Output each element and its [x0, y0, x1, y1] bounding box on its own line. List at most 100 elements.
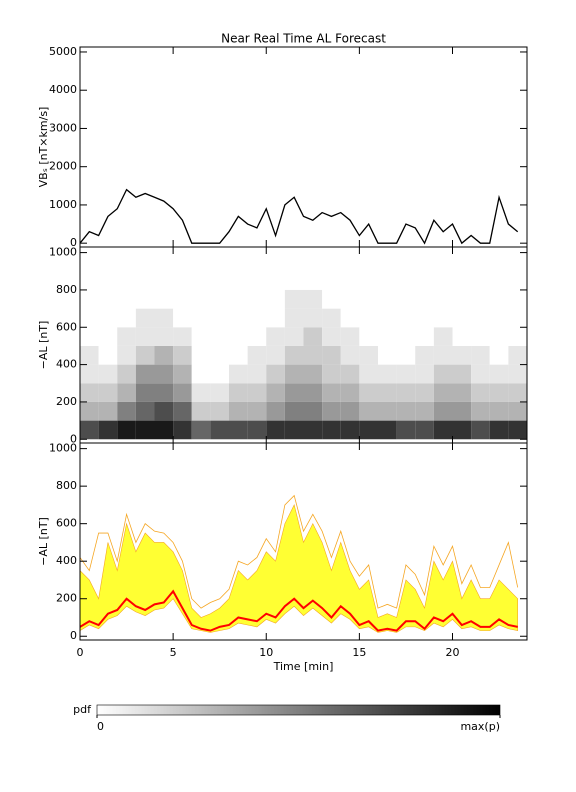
heat-cell	[191, 364, 211, 384]
heat-cell	[396, 308, 416, 328]
heat-cell	[508, 345, 527, 365]
heat-cell	[489, 327, 509, 346]
heat-cell	[452, 308, 472, 328]
y-tick-label: 1000	[49, 246, 77, 259]
heat-cell	[508, 364, 527, 384]
heat-cell	[508, 383, 527, 402]
heat-cell	[210, 308, 229, 328]
heat-cell	[359, 327, 378, 346]
plot-area	[80, 494, 519, 633]
heat-cell	[452, 327, 472, 346]
heat-cell	[284, 289, 304, 309]
heat-cell	[359, 289, 378, 309]
heat-cell	[135, 327, 155, 346]
heat-cell	[489, 308, 509, 328]
heat-cell	[340, 383, 360, 402]
x-tick-label: 5	[170, 646, 177, 659]
y-tick-label: 0	[70, 432, 77, 445]
heat-cell	[489, 383, 509, 402]
heat-cell	[489, 364, 509, 384]
heat-cell	[378, 308, 397, 328]
heat-cell	[98, 289, 118, 309]
y-tick-label: 1000	[49, 442, 77, 455]
heat-cell	[322, 327, 341, 346]
heat-cell	[247, 327, 267, 346]
heat-cell	[340, 364, 360, 384]
heat-cell	[117, 420, 136, 440]
y-axis-label: VBₛ [nT×km/s]	[37, 107, 50, 188]
heat-cell	[303, 289, 323, 309]
heat-cell	[173, 289, 192, 309]
heat-cell	[378, 327, 397, 346]
heat-cell	[229, 420, 248, 440]
heat-cell	[154, 345, 174, 365]
y-tick-label: 600	[56, 320, 77, 333]
heat-cell	[471, 289, 490, 309]
heat-cell	[359, 364, 378, 384]
heat-cell	[340, 289, 360, 309]
heat-cell	[80, 345, 99, 365]
heat-cell	[98, 345, 118, 365]
heat-cell	[266, 364, 285, 384]
y-tick-label: 3000	[49, 121, 77, 134]
y-tick-label: 400	[56, 554, 77, 567]
heat-cell	[396, 420, 416, 440]
colorbar-label: pdf	[73, 703, 92, 716]
x-axis-label: Time [min]	[273, 660, 334, 673]
y-tick-label: 0	[70, 236, 77, 249]
y-tick-label: 800	[56, 479, 77, 492]
heat-cell	[80, 308, 99, 328]
heat-cell	[247, 308, 267, 328]
heat-cell	[117, 289, 136, 309]
heat-cell	[433, 364, 453, 384]
heat-cell	[284, 308, 304, 328]
heat-cell	[247, 345, 267, 365]
heat-cell	[284, 420, 304, 440]
heat-cell	[284, 401, 304, 421]
heat-cell	[433, 308, 453, 328]
heat-cell	[471, 383, 490, 402]
heat-cell	[396, 345, 416, 365]
heat-cell	[359, 345, 378, 365]
heat-cell	[471, 327, 490, 346]
heat-cell	[229, 383, 248, 402]
heat-cell	[98, 383, 118, 402]
heat-cell	[396, 327, 416, 346]
heat-cell	[322, 364, 341, 384]
heat-cell	[452, 364, 472, 384]
heat-cell	[117, 364, 136, 384]
heat-cell	[415, 289, 434, 309]
heat-cell	[135, 401, 155, 421]
heat-cell	[98, 364, 118, 384]
heat-cell	[247, 364, 267, 384]
y-tick-label: 4000	[49, 83, 77, 96]
heat-cell	[210, 289, 229, 309]
heat-cell	[135, 289, 155, 309]
heat-cell	[98, 401, 118, 421]
heat-cell	[117, 327, 136, 346]
heat-cell	[210, 420, 229, 440]
heat-cell	[489, 401, 509, 421]
heat-cell	[284, 327, 304, 346]
heat-cell	[303, 345, 323, 365]
heat-cell	[340, 345, 360, 365]
y-tick-label: 200	[56, 592, 77, 605]
heat-cell	[489, 420, 509, 440]
heat-cell	[229, 364, 248, 384]
heat-cell	[247, 289, 267, 309]
heat-cell	[135, 420, 155, 440]
heat-cell	[173, 401, 192, 421]
heat-cell	[266, 327, 285, 346]
band	[80, 504, 518, 633]
heat-cell	[154, 401, 174, 421]
heat-cell	[415, 364, 434, 384]
heat-cell	[98, 308, 118, 328]
heat-cell	[508, 420, 527, 440]
heat-cell	[154, 383, 174, 402]
heat-cell	[80, 364, 99, 384]
heat-cell	[154, 308, 174, 328]
heat-cell	[191, 345, 211, 365]
heat-cell	[471, 364, 490, 384]
chart-title: Near Real Time AL Forecast	[221, 32, 386, 46]
